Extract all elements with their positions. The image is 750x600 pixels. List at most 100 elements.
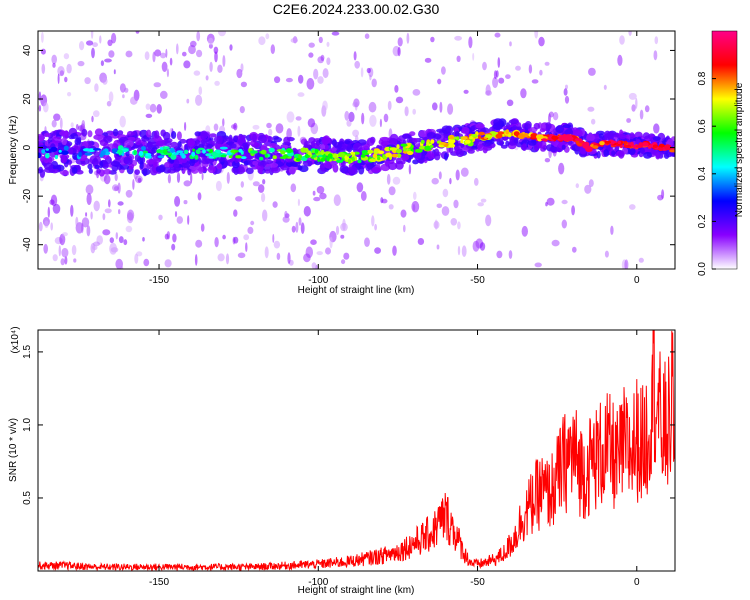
spectrogram-ridge-blob — [133, 149, 137, 155]
spectrogram-noise-blob — [432, 102, 438, 111]
spectrogram-noise-blob — [534, 262, 542, 268]
spectrogram-noise-blob — [174, 211, 178, 218]
spectrogram-band-blob — [596, 150, 601, 159]
spectrogram-noise-blob — [81, 120, 86, 129]
spectrogram-noise-blob — [653, 50, 658, 61]
spectrogram-noise-blob — [102, 229, 111, 236]
spectrogram-noise-blob — [436, 244, 440, 250]
spectrogram-ridge-blob — [658, 146, 664, 152]
spectrogram-band-blob — [112, 128, 119, 137]
spectrogram-band-blob — [263, 160, 274, 164]
spectrogram-band-blob — [252, 160, 259, 166]
spectrogram-noise-blob — [160, 90, 168, 99]
spectrogram-band-blob — [646, 147, 653, 153]
spectrogram-noise-blob — [548, 111, 554, 118]
spectrogram-noise-blob — [538, 36, 545, 47]
spectrogram-x-tick-label: -50 — [470, 275, 485, 286]
spectrogram-ridge-blob — [157, 155, 165, 159]
spectrogram-band-blob — [141, 168, 151, 176]
spectrogram-band-blob — [74, 137, 82, 146]
spectrogram-ridge-blob — [551, 135, 559, 141]
spectrogram-noise-blob — [628, 92, 637, 100]
spectrogram-noise-blob — [460, 167, 469, 177]
spectrogram-ridge-blob — [170, 148, 176, 153]
spectrogram-noise-blob — [322, 68, 329, 79]
spectrogram-band-blob — [366, 137, 375, 146]
spectrogram-band-blob — [348, 166, 358, 175]
spectrogram-band-blob — [618, 150, 625, 159]
spectrogram-noise-blob — [295, 221, 299, 233]
spectrogram-ridge-blob — [518, 133, 525, 139]
snr-y-label: SNR (10 * v/v) — [8, 418, 19, 482]
spectrogram-noise-blob — [154, 49, 162, 57]
spectrogram-ridge-blob — [357, 159, 362, 164]
spectrogram-noise-blob — [70, 122, 74, 128]
spectrogram-band-blob — [288, 166, 296, 175]
spectrogram-band-blob — [177, 141, 182, 148]
spectrogram-ridge-blob — [372, 153, 378, 159]
spectrogram-ridge-blob — [337, 152, 345, 158]
spectrogram-noise-blob — [286, 111, 295, 123]
spectrogram-noise-blob — [195, 94, 203, 106]
spectrogram-noise-blob — [298, 74, 304, 84]
spectrogram-band-blob — [297, 165, 303, 171]
spectrogram-band-blob — [603, 149, 610, 157]
spectrogram-noise-blob — [449, 177, 452, 185]
spectrogram-noise-blob — [496, 250, 503, 259]
spectrogram-noise-blob — [545, 202, 548, 207]
spectrogram-band-blob — [170, 141, 179, 148]
spectrogram-noise-blob — [214, 237, 219, 248]
spectrogram-band-blob — [124, 140, 134, 148]
spectrogram-noise-blob — [311, 262, 317, 269]
spectrogram-noise-blob — [125, 50, 133, 58]
spectrogram-noise-blob — [604, 250, 609, 258]
spectrogram-noise-blob — [520, 88, 527, 99]
spectrogram-ridge-blob — [438, 142, 447, 145]
spectrogram-noise-blob — [316, 186, 325, 194]
spectrogram-noise-blob — [184, 121, 187, 131]
spectrogram-noise-blob — [122, 94, 125, 99]
spectrogram-noise-blob — [118, 236, 124, 244]
spectrogram-noise-blob — [86, 193, 92, 205]
spectrogram-noise-blob — [183, 200, 188, 205]
spectrogram-ridge-blob — [238, 148, 243, 153]
spectrogram-noise-blob — [58, 245, 61, 257]
spectrogram-band-blob — [378, 139, 384, 145]
spectrogram-noise-blob — [86, 40, 94, 46]
spectrogram-band-blob — [640, 147, 645, 154]
spectrogram-noise-blob — [275, 123, 284, 134]
spectrogram-ridge-blob — [346, 153, 352, 157]
spectrogram-noise-blob — [290, 38, 298, 43]
spectrogram-y-tick-label: -40 — [22, 237, 33, 252]
spectrogram-band-blob — [127, 130, 134, 137]
spectrogram-band-blob — [229, 143, 237, 149]
spectrogram-noise-blob — [521, 225, 528, 237]
spectrogram-ridge-blob — [230, 150, 236, 153]
spectrogram-noise-blob — [188, 44, 196, 55]
spectrogram-ridge-blob — [377, 150, 385, 155]
spectrogram-ridge-blob — [326, 156, 330, 162]
spectrogram-band-blob — [629, 132, 635, 140]
spectrogram-noise-blob — [166, 68, 169, 78]
spectrogram-band-blob — [283, 136, 291, 145]
spectrogram-x-tick-label: -100 — [308, 275, 328, 286]
spectrogram-x-tick-label: -150 — [149, 275, 169, 286]
spectrogram-x-ticks: -150 -100 -50 0 — [149, 31, 640, 286]
spectrogram-noise-blob — [326, 57, 331, 65]
spectrogram-noise-blob — [417, 238, 425, 245]
spectrogram-ridge-blob — [495, 133, 503, 139]
spectrogram-noise-blob — [149, 103, 157, 113]
spectrogram-noise-blob — [617, 54, 623, 66]
spectrogram-band-blob — [273, 136, 283, 143]
spectrogram-ridge-blob — [336, 159, 344, 163]
spectrogram-band-blob — [260, 144, 268, 152]
spectrogram-ridge-blob — [599, 141, 605, 146]
colorbar-tick-label: 0.8 — [697, 71, 708, 85]
spectrogram-band-blob — [94, 128, 104, 137]
spectrogram-noise-blob — [144, 51, 150, 61]
spectrogram-noise-blob — [313, 196, 321, 202]
spectrogram-ridge-blob — [268, 147, 275, 153]
spectrogram-noise-blob — [284, 210, 288, 219]
spectrogram-noise-blob — [200, 223, 205, 232]
spectrogram-noise-blob — [67, 92, 72, 97]
